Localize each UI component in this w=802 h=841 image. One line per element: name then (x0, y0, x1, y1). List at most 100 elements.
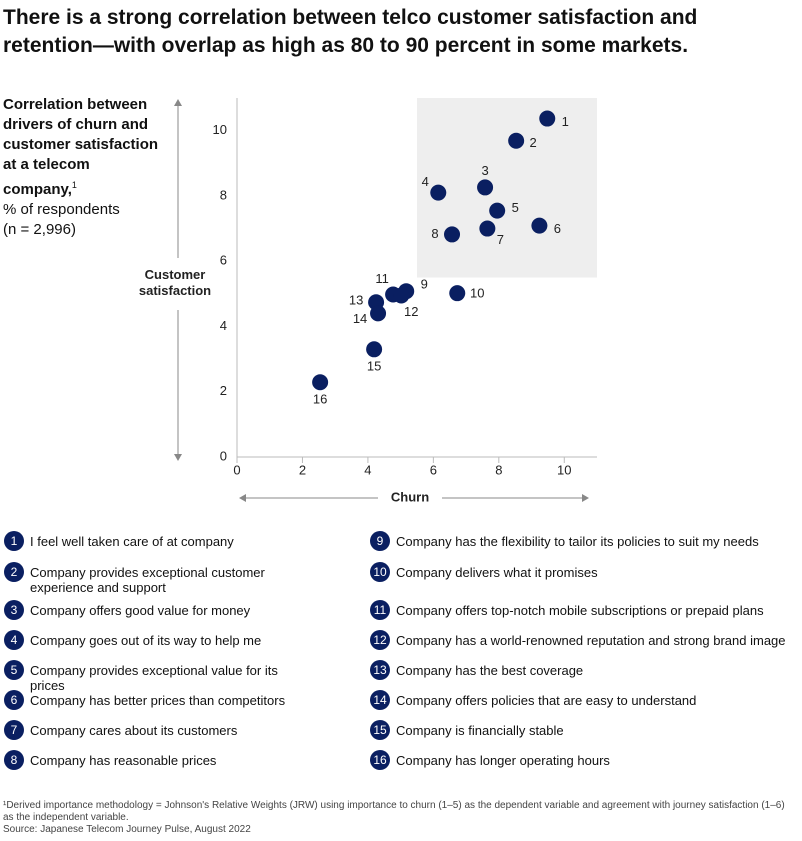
point (479, 220, 496, 237)
point (393, 287, 410, 304)
legend-item: 13 Company has the best coverage (370, 660, 800, 680)
legend-item: 2 Company provides exceptional customer e… (4, 562, 304, 595)
legend-number: 7 (4, 720, 24, 740)
chart-heading: Correlation between drivers of churn and… (3, 95, 163, 240)
point-label: 15 (367, 359, 381, 374)
footnotes: ¹Derived importance methodology = Johnso… (3, 800, 793, 836)
legend-number: 11 (370, 600, 390, 620)
legend-number: 15 (370, 720, 390, 740)
x-tick-label: 0 (233, 462, 240, 477)
point-label: 8 (431, 226, 438, 241)
point-label: 5 (512, 200, 519, 215)
legend-number: 12 (370, 630, 390, 650)
axis-arrows (174, 99, 589, 502)
arrow-head (174, 99, 182, 106)
heading-text: Correlation between drivers of churn and… (3, 96, 159, 198)
point-label: 14 (353, 311, 367, 326)
legend-text: Company has the best coverage (396, 663, 584, 678)
highlight-region (417, 98, 597, 278)
x-tick-label: 2 (299, 462, 306, 477)
legend-item: 9 Company has the flexibility to tailor i… (370, 531, 800, 551)
arrow-head (239, 494, 246, 502)
x-tick-label: 8 (495, 462, 502, 477)
sample-size: (n = 2,996) (3, 221, 76, 238)
y-tick-label: 10 (213, 122, 227, 137)
legend-number: 8 (4, 750, 24, 770)
point-label: 13 (349, 293, 363, 308)
legend-item: 7 Company cares about its customers (4, 720, 304, 740)
legend-text: Company has the flexibility to tailor it… (396, 534, 759, 549)
legend-item: 16 Company has longer operating hours (370, 750, 800, 770)
point (444, 226, 461, 243)
y-tick-label: 6 (220, 253, 227, 268)
legend-item: 12 Company has a world-renowned reputatio… (370, 630, 800, 650)
legend-number: 9 (370, 531, 390, 551)
legend-number: 4 (4, 630, 24, 650)
legend-item: 3 Company offers good value for money (4, 600, 304, 620)
footnote: ¹Derived importance methodology = Johnso… (3, 800, 785, 823)
point (539, 110, 556, 127)
point-label: 9 (421, 277, 428, 292)
point-label: 10 (470, 286, 484, 301)
legend-number: 3 (4, 600, 24, 620)
legend-number: 10 (370, 562, 390, 582)
point-label: 3 (481, 163, 488, 178)
legend-number: 1 (4, 531, 24, 551)
point (489, 202, 506, 219)
legend-text: Company delivers what it promises (396, 565, 598, 580)
point (531, 217, 548, 234)
x-tick-label: 4 (364, 462, 371, 477)
legend-text: I feel well taken care of at company (30, 534, 234, 549)
legend-text: Company has better prices than competito… (30, 693, 286, 708)
legend-item: 4 Company goes out of its way to help me (4, 630, 304, 650)
point-label: 16 (313, 392, 327, 407)
y-tick-label: 8 (220, 187, 227, 202)
arrow-head (174, 454, 182, 461)
legend-item: 6 Company has better prices than competit… (4, 690, 304, 710)
point-label: 12 (404, 304, 418, 319)
point-label: 1 (562, 114, 569, 129)
legend-text: Company offers top-notch mobile subscrip… (396, 603, 764, 618)
point (366, 341, 383, 358)
point-label: 2 (530, 135, 537, 150)
x-axis-label: Churn (391, 489, 429, 504)
legend-item: 10 Company delivers what it promises (370, 562, 800, 582)
legend-text: Company has reasonable prices (30, 753, 217, 768)
legend-text: Company goes out of its way to help me (30, 633, 262, 648)
legend-text: Company provides exceptional customer ex… (30, 565, 265, 595)
y-axis-label: Customer satisfaction (139, 267, 211, 298)
point (508, 132, 525, 149)
legend-number: 5 (4, 660, 24, 680)
legend-text: Company has longer operating hours (396, 753, 610, 768)
point-label: 4 (422, 174, 429, 189)
subtitle: % of respondents (3, 201, 120, 218)
legend-text: Company provides exceptional value for i… (30, 663, 278, 693)
legend-number: 6 (4, 690, 24, 710)
legend-item: 1 I feel well taken care of at company (4, 531, 304, 551)
legend-number: 14 (370, 690, 390, 710)
point (370, 305, 387, 322)
legend-item: 11 Company offers top-notch mobile subscr… (370, 600, 800, 620)
heading-note: 1 (71, 180, 77, 190)
point-label: 7 (497, 232, 504, 247)
y-tick-label: 0 (220, 448, 227, 463)
legend-item: 5 Company provides exceptional value for … (4, 660, 304, 693)
legend-number: 13 (370, 660, 390, 680)
legend-item: 14 Company offers policies that are easy … (370, 690, 800, 710)
point (449, 285, 466, 302)
legend-text: Company offers policies that are easy to… (396, 693, 697, 708)
point-label: 11 (375, 271, 389, 286)
legend-number: 2 (4, 562, 24, 582)
x-tick-label: 10 (557, 462, 571, 477)
legend-text: Company has a world-renowned reputation … (396, 633, 786, 648)
legend-number: 16 (370, 750, 390, 770)
title: There is a strong correlation between te… (3, 6, 698, 57)
point (477, 179, 494, 196)
point (430, 184, 447, 201)
legend-text: Company cares about its customers (30, 723, 238, 738)
legend-text: Company offers good value for money (30, 603, 251, 618)
point-label: 6 (554, 221, 561, 236)
arrow-head (582, 494, 589, 502)
